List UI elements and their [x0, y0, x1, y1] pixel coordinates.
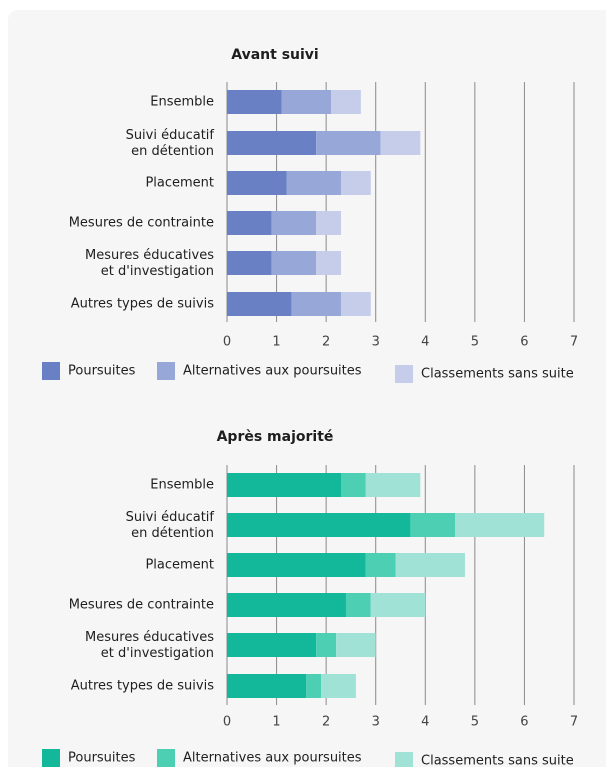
legend-swatch — [42, 749, 60, 767]
legend-swatch — [157, 749, 175, 767]
bar-segment — [341, 292, 371, 316]
legend-label: Alternatives aux poursuites — [183, 364, 362, 379]
x-tick-label: 3 — [372, 715, 380, 730]
x-tick-label: 4 — [421, 335, 429, 350]
bar-segment — [341, 473, 366, 497]
bar-segment — [286, 171, 342, 195]
bar-segment — [331, 90, 361, 114]
card — [8, 10, 606, 767]
bar-segment — [316, 633, 337, 657]
bar-segment — [227, 553, 366, 577]
bar-segment — [341, 171, 371, 195]
legend-label: Classements sans suite — [421, 367, 574, 382]
bar-segment — [227, 90, 282, 114]
x-tick-label: 0 — [223, 715, 231, 730]
y-tick-label: Autres types de suivis — [71, 679, 214, 694]
x-tick-label: 1 — [272, 335, 280, 350]
y-tick-label: Placement — [145, 176, 214, 191]
bar-segment — [227, 292, 292, 316]
bar-segment — [316, 211, 342, 235]
x-tick-label: 3 — [372, 335, 380, 350]
y-tick-label: Mesures éducatives et d'investigation — [85, 248, 214, 279]
y-tick-label: Mesures de contrainte — [69, 598, 214, 613]
x-tick-label: 2 — [322, 715, 330, 730]
bar-segment — [227, 513, 411, 537]
x-tick-label: 2 — [322, 335, 330, 350]
bar-segment — [281, 90, 332, 114]
bar-segment — [227, 171, 287, 195]
legend-swatch — [395, 752, 413, 767]
bar-segment — [227, 251, 272, 275]
bar-segment — [271, 251, 317, 275]
bar-segment — [455, 513, 545, 537]
x-tick-label: 0 — [223, 335, 231, 350]
y-tick-label: Mesures éducatives et d'investigation — [85, 630, 214, 661]
bar-segment — [227, 593, 346, 617]
bar-segment — [271, 211, 317, 235]
legend-swatch — [395, 365, 413, 383]
legend-swatch — [42, 362, 60, 380]
x-tick-label: 5 — [471, 335, 479, 350]
bar-segment — [306, 674, 322, 698]
x-tick-label: 6 — [520, 715, 528, 730]
chart-title: Avant suivi — [231, 47, 318, 63]
x-tick-label: 1 — [272, 715, 280, 730]
bar-segment — [291, 292, 342, 316]
bar-segment — [227, 473, 342, 497]
y-tick-label: Ensemble — [150, 95, 214, 110]
y-tick-label: Suivi éducatif en détention — [126, 128, 215, 159]
x-tick-label: 6 — [520, 335, 528, 350]
y-tick-label: Placement — [145, 558, 214, 573]
bar-segment — [227, 211, 272, 235]
y-tick-label: Autres types de suivis — [71, 297, 214, 312]
bar-segment — [321, 674, 356, 698]
bar-segment — [345, 593, 371, 617]
legend-swatch — [157, 362, 175, 380]
y-tick-label: Suivi éducatif en détention — [126, 510, 215, 541]
legend-label: Poursuites — [68, 751, 136, 766]
chart-title: Après majorité — [217, 429, 334, 445]
legend-label: Alternatives aux poursuites — [183, 751, 362, 766]
legend-label: Classements sans suite — [421, 754, 574, 767]
y-tick-label: Mesures de contrainte — [69, 216, 214, 231]
bar-segment — [365, 473, 421, 497]
x-tick-label: 4 — [421, 715, 429, 730]
bar-segment — [410, 513, 456, 537]
y-tick-label: Ensemble — [150, 478, 214, 493]
bar-segment — [370, 593, 426, 617]
bar-segment — [380, 131, 421, 155]
x-tick-label: 7 — [570, 335, 578, 350]
x-tick-label: 7 — [570, 715, 578, 730]
bar-segment — [316, 251, 342, 275]
bar-segment — [395, 553, 465, 577]
bar-segment — [227, 674, 307, 698]
bar-segment — [365, 553, 396, 577]
x-tick-label: 5 — [471, 715, 479, 730]
bar-segment — [227, 131, 317, 155]
legend-label: Poursuites — [68, 364, 136, 379]
bar-segment — [316, 131, 381, 155]
bar-segment — [227, 633, 317, 657]
bar-segment — [336, 633, 376, 657]
